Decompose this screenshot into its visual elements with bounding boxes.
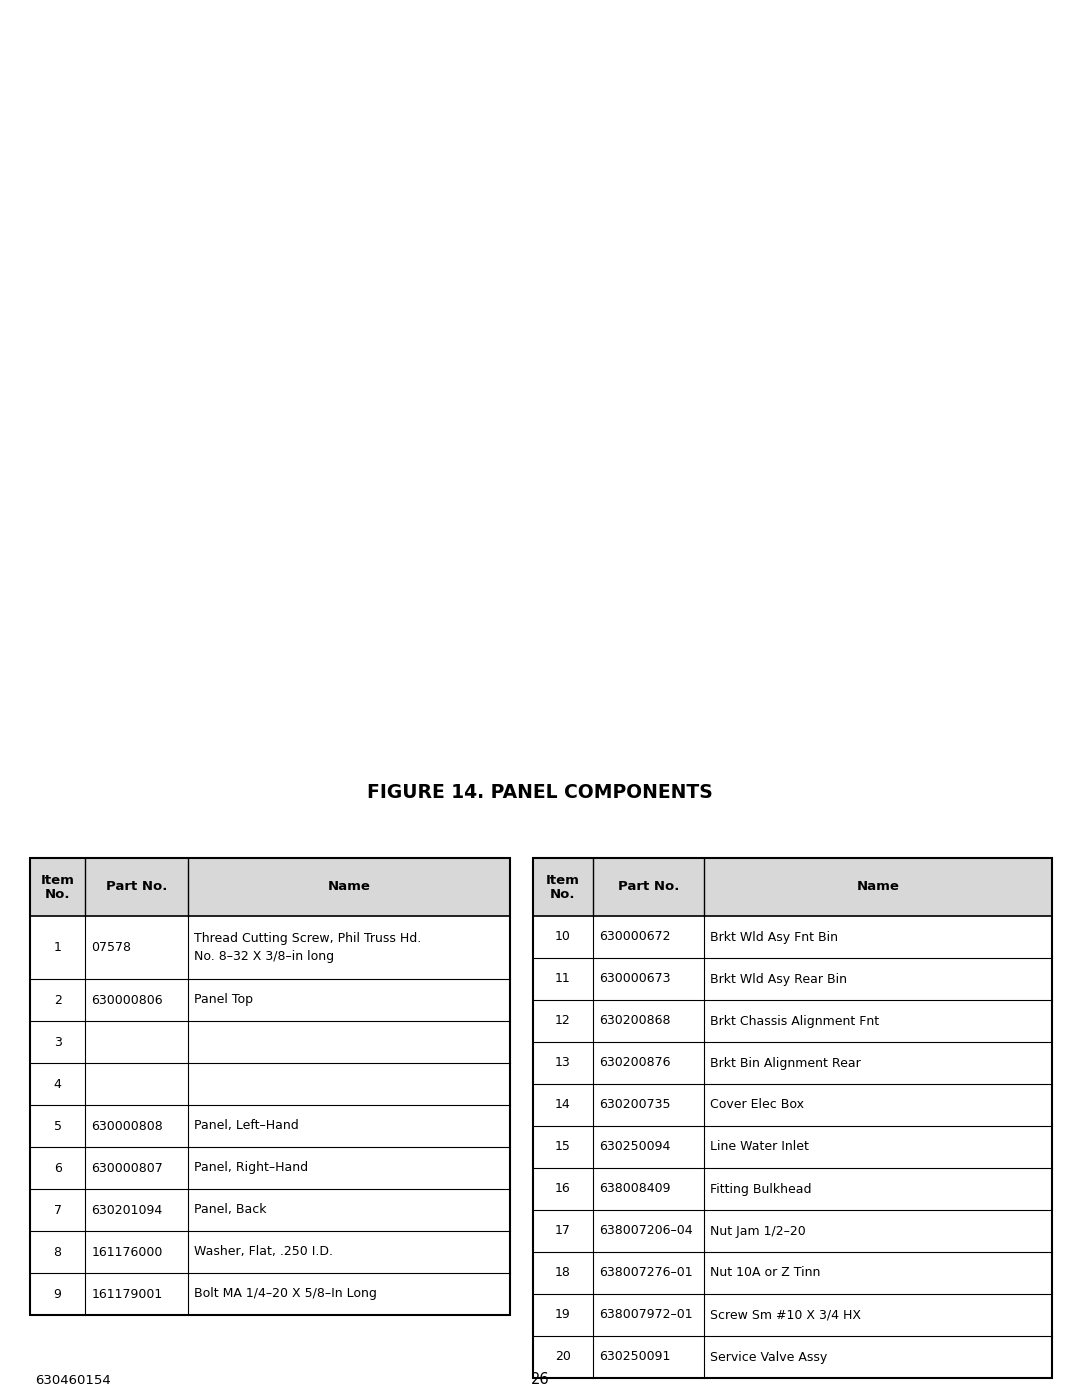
Text: 630000672: 630000672 (598, 930, 671, 943)
Text: Item: Item (545, 873, 580, 887)
Text: 630000673: 630000673 (598, 972, 671, 985)
Text: 14: 14 (555, 1098, 570, 1112)
Text: 630250091: 630250091 (598, 1351, 670, 1363)
Text: 638007206–04: 638007206–04 (598, 1225, 692, 1238)
Text: 6: 6 (54, 1161, 62, 1175)
Text: Fitting Bulkhead: Fitting Bulkhead (711, 1182, 812, 1196)
Text: 17: 17 (555, 1225, 570, 1238)
Text: 3: 3 (54, 1035, 62, 1049)
Text: Part No.: Part No. (106, 880, 167, 894)
Text: 161176000: 161176000 (91, 1246, 163, 1259)
Text: 20: 20 (555, 1351, 570, 1363)
Text: Name: Name (856, 880, 900, 894)
Text: 9: 9 (54, 1288, 62, 1301)
Text: 12: 12 (555, 1014, 570, 1028)
Text: Brkt Chassis Alignment Fnt: Brkt Chassis Alignment Fnt (711, 1014, 879, 1028)
Text: Brkt Bin Alignment Rear: Brkt Bin Alignment Rear (711, 1056, 861, 1070)
Bar (30, 858, 510, 1315)
Text: Panel, Left–Hand: Panel, Left–Hand (194, 1119, 299, 1133)
Text: Brkt Wld Asy Rear Bin: Brkt Wld Asy Rear Bin (711, 972, 848, 985)
Text: Nut Jam 1/2–20: Nut Jam 1/2–20 (711, 1225, 806, 1238)
Text: 630460154: 630460154 (35, 1373, 111, 1386)
Text: FIGURE 14. PANEL COMPONENTS: FIGURE 14. PANEL COMPONENTS (367, 784, 713, 802)
Text: Panel, Back: Panel, Back (194, 1203, 267, 1217)
Bar (534, 858, 1052, 1377)
Text: 638007276–01: 638007276–01 (598, 1267, 692, 1280)
Text: 638008409: 638008409 (598, 1182, 671, 1196)
Text: 18: 18 (555, 1267, 570, 1280)
Text: Name: Name (327, 880, 370, 894)
Bar (534, 858, 1052, 916)
Text: No.: No. (45, 888, 70, 901)
Text: 1: 1 (54, 942, 62, 954)
Text: Line Water Inlet: Line Water Inlet (711, 1140, 809, 1154)
Text: Service Valve Assy: Service Valve Assy (711, 1351, 827, 1363)
Text: Part No.: Part No. (618, 880, 679, 894)
Text: Thread Cutting Screw, Phil Truss Hd.: Thread Cutting Screw, Phil Truss Hd. (194, 932, 421, 944)
Text: No.: No. (550, 888, 576, 901)
Text: No. 8–32 X 3/8–in long: No. 8–32 X 3/8–in long (194, 950, 335, 963)
Text: 630200735: 630200735 (598, 1098, 671, 1112)
Text: 11: 11 (555, 972, 570, 985)
Text: 630250094: 630250094 (598, 1140, 670, 1154)
Text: 630200876: 630200876 (598, 1056, 671, 1070)
Text: Panel, Right–Hand: Panel, Right–Hand (194, 1161, 309, 1175)
Text: Cover Elec Box: Cover Elec Box (711, 1098, 805, 1112)
Text: 630000806: 630000806 (91, 993, 163, 1006)
Text: 630000807: 630000807 (91, 1161, 163, 1175)
Text: 161179001: 161179001 (91, 1288, 162, 1301)
Text: Washer, Flat, .250 I.D.: Washer, Flat, .250 I.D. (194, 1246, 334, 1259)
Text: 07578: 07578 (91, 942, 131, 954)
Text: Screw Sm #10 X 3/4 HX: Screw Sm #10 X 3/4 HX (711, 1309, 861, 1322)
Bar (30, 858, 510, 916)
Text: 630200868: 630200868 (598, 1014, 671, 1028)
Text: 7: 7 (54, 1203, 62, 1217)
Text: Item: Item (41, 873, 75, 887)
Text: Panel Top: Panel Top (194, 993, 254, 1006)
Text: 630000808: 630000808 (91, 1119, 163, 1133)
Text: 630201094: 630201094 (91, 1203, 162, 1217)
Text: 19: 19 (555, 1309, 570, 1322)
Text: 8: 8 (54, 1246, 62, 1259)
Text: 10: 10 (555, 930, 570, 943)
Text: 13: 13 (555, 1056, 570, 1070)
Text: 638007972–01: 638007972–01 (598, 1309, 692, 1322)
Text: Nut 10A or Z Tinn: Nut 10A or Z Tinn (711, 1267, 821, 1280)
Text: 15: 15 (555, 1140, 570, 1154)
Text: Bolt MA 1/4–20 X 5/8–In Long: Bolt MA 1/4–20 X 5/8–In Long (194, 1288, 377, 1301)
Text: 4: 4 (54, 1077, 62, 1091)
Text: 2: 2 (54, 993, 62, 1006)
Text: Brkt Wld Asy Fnt Bin: Brkt Wld Asy Fnt Bin (711, 930, 838, 943)
Text: 26: 26 (530, 1372, 550, 1387)
Text: 5: 5 (54, 1119, 62, 1133)
Text: 16: 16 (555, 1182, 570, 1196)
